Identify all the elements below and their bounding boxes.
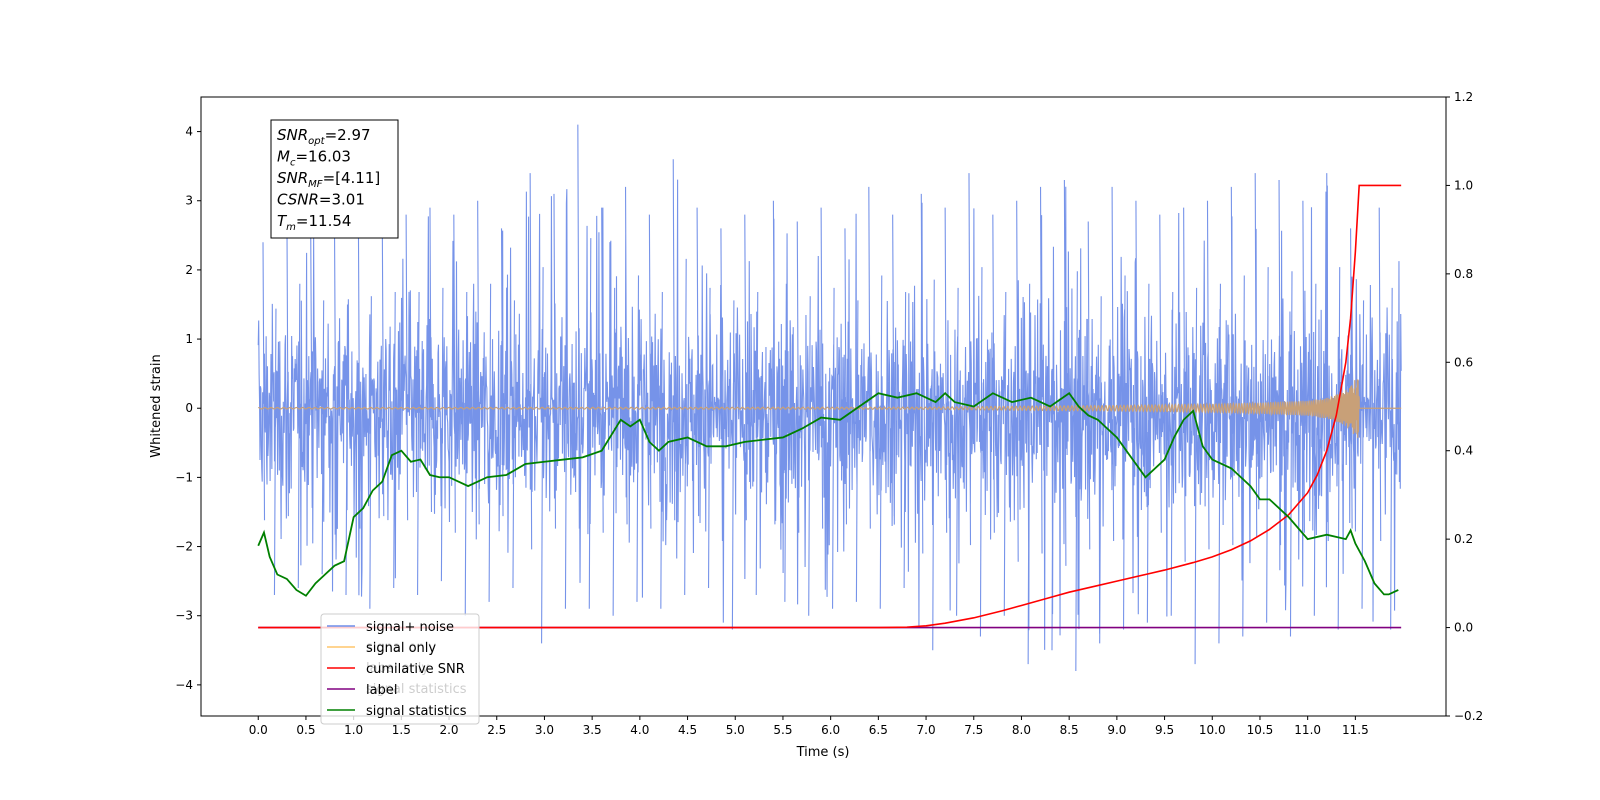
x-tick-label: 7.5	[964, 723, 983, 737]
x-tick-label: 7.0	[917, 723, 936, 737]
annotation-line: Mc=16.03	[277, 148, 351, 169]
x-tick-label: 3.5	[583, 723, 602, 737]
x-axis-label: Time (s)	[796, 745, 850, 760]
y2-tick-label: 1.2	[1454, 90, 1473, 104]
annotation-box	[270, 119, 399, 239]
legend-box	[320, 613, 480, 725]
legend-label: signal only	[366, 641, 436, 656]
signal-statistics-line	[257, 391, 1399, 597]
x-tick-label: 6.5	[869, 723, 888, 737]
x-tick-label: 9.5	[1155, 723, 1174, 737]
y-tick-label: −4	[175, 678, 193, 692]
legend-label: cumilative SNR	[366, 662, 465, 677]
x-tick-label: 2.5	[487, 723, 506, 737]
x-axis: 0.0 0.5 1.0 1.5 2.0 2.5 3.0 3.5 4.0 4.5 5.0 5.5 6.0 6…	[249, 716, 1369, 737]
annotation-line: SNRopt=2.97	[277, 126, 371, 147]
y-axis-label: Whitened strain	[149, 354, 164, 457]
x-tick-label: 10.5	[1247, 723, 1274, 737]
signal-only-line	[258, 379, 1402, 438]
x-tick-label: 10.0	[1199, 723, 1226, 737]
x-tick-label: 0.5	[296, 723, 315, 737]
x-tick-label: 1.0	[344, 723, 363, 737]
y-tick-label: 1	[185, 332, 193, 346]
y2-tick-label: 0.2	[1454, 532, 1473, 546]
y-axis-left: −4 −3 −2 −1 0 1 2 3 4	[175, 125, 201, 692]
x-tick-label: 0.0	[249, 723, 268, 737]
x-tick-label: 5.5	[773, 723, 792, 737]
y2-tick-label: 0.8	[1454, 267, 1473, 281]
cumulative-snr-line	[258, 184, 1402, 629]
y-tick-label: 4	[185, 125, 193, 139]
y2-tick-label: −0.2	[1454, 709, 1483, 723]
y-tick-label: 2	[185, 263, 193, 277]
y2-tick-label: 0.0	[1454, 621, 1473, 635]
x-tick-label: 11.5	[1342, 723, 1369, 737]
y-tick-label: −1	[175, 470, 193, 484]
legend: signal onlylabel onlysignal statisticssi…	[320, 613, 480, 725]
x-tick-label: 2.0	[439, 723, 458, 737]
annotation-line: CSNR=3.01	[277, 191, 365, 209]
y-tick-label: −3	[175, 609, 193, 623]
annotation-line: Tm=11.54	[277, 212, 351, 233]
y-tick-label: 0	[185, 401, 193, 415]
plot-frame	[200, 96, 1447, 717]
legend-label: signal statistics	[366, 704, 467, 719]
stats-annotation: SNRopt=2.97Mc=16.03SNRMF=[4.11]CSNR=3.01…	[270, 119, 399, 239]
x-tick-label: 8.0	[1012, 723, 1031, 737]
y2-tick-label: 0.4	[1454, 444, 1473, 458]
legend-label: signal+ noise	[366, 620, 454, 635]
x-tick-label: 3.0	[535, 723, 554, 737]
y2-tick-label: 1.0	[1454, 178, 1473, 192]
x-tick-label: 8.5	[1060, 723, 1079, 737]
x-tick-label: 9.0	[1107, 723, 1126, 737]
y-axis-right: −0.2 0.0 0.2 0.4 0.6 0.8 1.0 1.2	[1446, 90, 1483, 723]
x-tick-label: 5.0	[726, 723, 745, 737]
legend-label: label	[366, 683, 397, 698]
y-tick-label: 3	[185, 194, 193, 208]
x-tick-label: 1.5	[392, 723, 411, 737]
x-tick-label: 4.0	[630, 723, 649, 737]
series-layer	[257, 124, 1402, 672]
x-tick-label: 4.5	[678, 723, 697, 737]
annotation-line: SNRMF=[4.11]	[277, 169, 380, 190]
x-tick-label: 6.0	[821, 723, 840, 737]
y2-tick-label: 0.6	[1454, 355, 1473, 369]
x-tick-label: 11.0	[1294, 723, 1321, 737]
y-tick-label: −2	[175, 540, 193, 554]
signal-noise-line	[257, 124, 1402, 672]
